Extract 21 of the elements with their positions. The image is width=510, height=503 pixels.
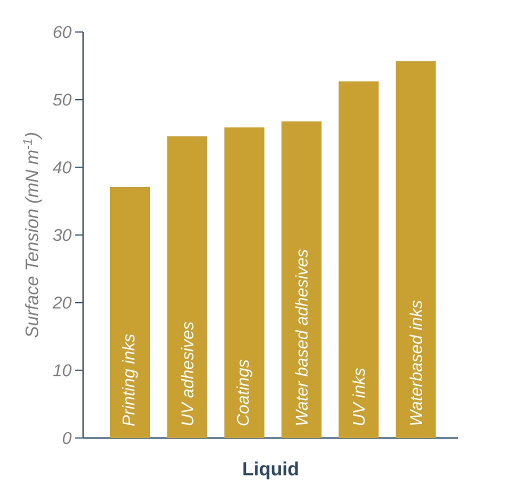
x-tick-label: Water based adhesives: [295, 249, 308, 425]
x-tick-label: Printing inks: [122, 334, 138, 426]
y-tick-label: 40: [52, 161, 72, 174]
y-tick-label: 60: [54, 26, 72, 38]
bar: [110, 186, 150, 438]
x-axis-title: Liquid: [243, 462, 298, 480]
y-tick-label: 0: [62, 432, 72, 444]
y-tick-label: 30: [53, 228, 72, 242]
bar: [281, 121, 322, 438]
bar: [167, 136, 208, 438]
x-tick-label: UV inks: [352, 368, 365, 426]
x-tick-label: Coatings: [236, 360, 252, 426]
bar: [338, 81, 379, 438]
y-tick-label: 20: [52, 296, 72, 309]
y-axis-title: Surface Tension (mN m$^{-1}$): [23, 133, 42, 338]
y-tick-label: 10: [53, 364, 72, 376]
bar: [224, 127, 264, 438]
x-tick-label: UV adhesives: [180, 322, 194, 426]
y-tick-label: 50: [53, 94, 72, 106]
bar: [396, 61, 436, 438]
x-tick-label: Waterbased inks: [410, 300, 422, 425]
